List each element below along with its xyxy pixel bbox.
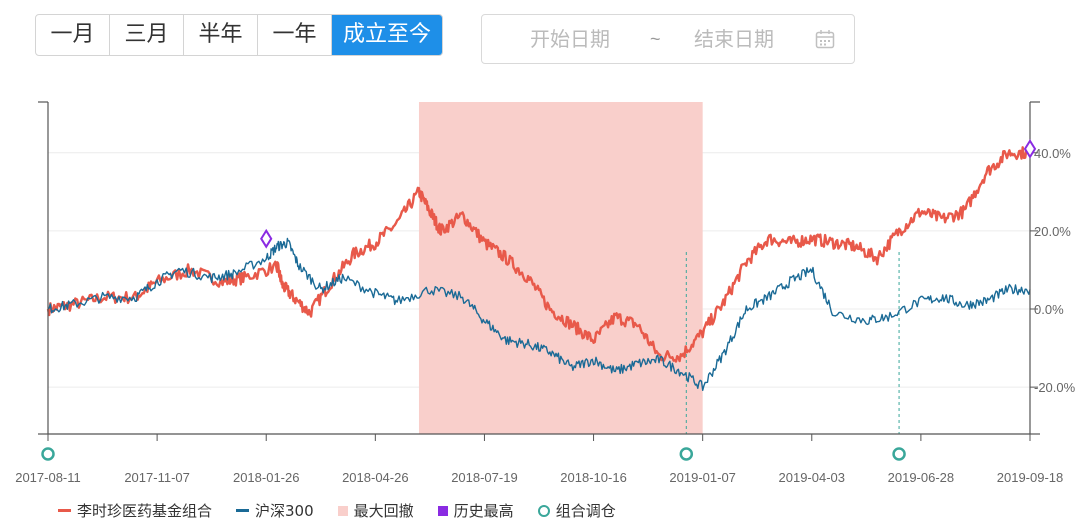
range-tab-4[interactable]: 成立至今 — [332, 15, 442, 55]
max-drawdown-area — [418, 102, 703, 434]
x-tick-label: 2018-10-16 — [560, 470, 627, 485]
rebalance-marker — [892, 447, 906, 461]
rebalance-marker — [41, 447, 55, 461]
series-line-1 — [47, 237, 1031, 391]
x-tick-label: 2017-11-07 — [124, 470, 190, 485]
x-tick-label: 2018-07-19 — [451, 470, 518, 485]
legend-item-2[interactable]: 最大回撤 — [337, 500, 414, 521]
legend-swatch — [337, 505, 348, 516]
y-tick-label: 40.0% — [1034, 146, 1071, 161]
legend-item-1[interactable]: 沪深300 — [236, 500, 314, 521]
legend-swatch — [537, 504, 550, 517]
range-tab-0[interactable]: 一月 — [36, 15, 110, 55]
chart-legend: 李时珍医药基金组合 沪深300 最大回撤 历史最高 组合调仓 — [58, 500, 640, 521]
y-tick-label: -20.0% — [1034, 380, 1076, 395]
start-date-input[interactable]: 开始日期 — [530, 27, 610, 51]
range-tab-3[interactable]: 一年 — [258, 15, 332, 55]
x-tick-label: 2019-06-28 — [888, 470, 955, 485]
date-range-picker[interactable]: 开始日期 ~ 结束日期 — [481, 14, 855, 64]
x-tick-label: 2018-01-26 — [233, 470, 300, 485]
legend-label: 组合调仓 — [555, 502, 616, 520]
rebalance-marker — [679, 447, 694, 461]
date-separator: ~ — [650, 29, 661, 49]
calendar-icon[interactable] — [815, 29, 835, 49]
range-tabs: 一月 三月 半年 一年 成立至今 — [35, 14, 443, 56]
legend-swatch — [437, 505, 448, 516]
legend-item-3[interactable]: 历史最高 — [437, 500, 514, 521]
x-tick-label: 2019-04-03 — [779, 470, 846, 485]
end-date-input[interactable]: 结束日期 — [694, 27, 774, 51]
x-tick-label: 2017-08-11 — [15, 470, 81, 485]
x-tick-label: 2018-04-26 — [342, 470, 409, 485]
range-tab-2[interactable]: 半年 — [184, 15, 258, 55]
legend-swatch — [58, 509, 71, 512]
legend-item-0[interactable]: 李时珍医药基金组合 — [58, 500, 212, 521]
x-tick-label: 2019-09-18 — [997, 470, 1064, 485]
history-high-marker — [1023, 138, 1037, 159]
legend-label: 历史最高 — [453, 502, 514, 520]
range-tab-1[interactable]: 三月 — [110, 15, 184, 55]
legend-label: 最大回撤 — [353, 502, 414, 520]
y-tick-label: 20.0% — [1034, 224, 1071, 239]
history-high-marker — [260, 228, 273, 249]
legend-swatch — [236, 509, 250, 512]
series-line-0 — [46, 146, 1032, 363]
y-tick-label: 0.0% — [1034, 302, 1064, 317]
x-tick-label: 2019-01-07 — [669, 470, 736, 485]
legend-item-4[interactable]: 组合调仓 — [537, 500, 616, 521]
legend-label: 沪深300 — [255, 502, 314, 520]
legend-label: 李时珍医药基金组合 — [77, 502, 213, 520]
